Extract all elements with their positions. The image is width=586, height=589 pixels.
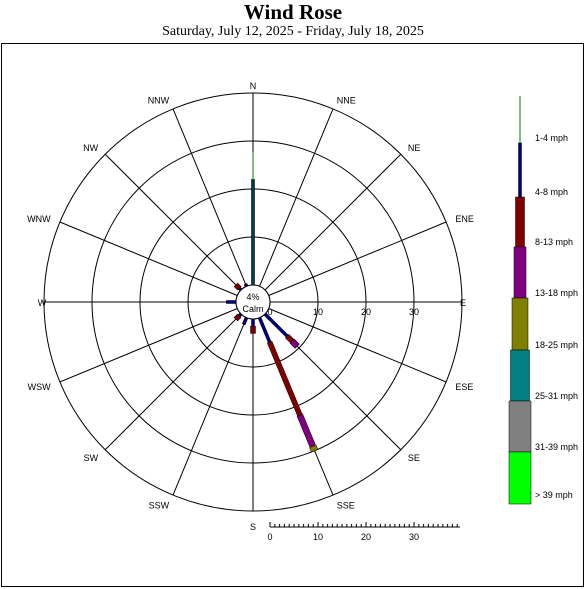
legend-label-7: > 39 mph xyxy=(535,490,573,500)
ring-label-20: 20 xyxy=(361,307,371,317)
bar-ssw-bin-1 xyxy=(242,316,249,326)
direction-label-e: E xyxy=(460,298,466,308)
bar-sse-bin-1 xyxy=(257,316,272,343)
legend-swatch-2 xyxy=(515,196,525,248)
legend-swatch-7 xyxy=(508,451,532,505)
spoke-ssw xyxy=(172,317,247,496)
bar-w-bin-1 xyxy=(226,300,237,304)
direction-label-ese: ESE xyxy=(455,382,473,392)
spoke-nnw xyxy=(172,108,247,287)
legend-label-0: 1-4 mph xyxy=(535,133,568,143)
spoke-wnw xyxy=(59,221,238,296)
direction-label-n: N xyxy=(250,81,257,91)
legend-swatch-0 xyxy=(519,96,521,143)
direction-label-ene: ENE xyxy=(455,214,474,224)
chart-subtitle: Saturday, July 12, 2025 - Friday, July 1… xyxy=(162,24,424,39)
spoke-sw xyxy=(104,313,242,451)
direction-label-s: S xyxy=(250,522,256,532)
chart-title: Wind Rose xyxy=(243,0,343,24)
bar-nw-bin-2 xyxy=(233,282,242,291)
direction-label-se: SE xyxy=(408,453,420,463)
scale-tick-label-30: 30 xyxy=(409,532,419,542)
bar-sse-bin-3 xyxy=(296,413,316,448)
direction-label-wsw: WSW xyxy=(28,382,51,392)
direction-label-sse: SSE xyxy=(337,500,355,510)
calm-label: Calm xyxy=(242,304,263,314)
chart-frame xyxy=(1,43,584,587)
ring-label-0: 0 xyxy=(267,307,272,317)
legend-label-1: 4-8 mph xyxy=(535,187,568,197)
scale-tick-label-10: 10 xyxy=(313,532,323,542)
bar-sse-bin-2 xyxy=(266,340,303,417)
scale-tick-label-20: 20 xyxy=(361,532,371,542)
calm-percent: 4% xyxy=(246,292,259,302)
direction-label-wnw: WNW xyxy=(27,214,51,224)
legend-swatch-5 xyxy=(510,349,530,402)
legend-swatch-1 xyxy=(518,142,522,198)
direction-label-nne: NNE xyxy=(337,96,356,106)
spoke-wsw xyxy=(59,308,238,383)
spoke-ese xyxy=(268,308,447,383)
direction-label-w: W xyxy=(38,298,47,308)
bar-s-bin-2 xyxy=(250,325,256,334)
legend-label-3: 13-18 mph xyxy=(535,288,578,298)
bar-se-bin-3 xyxy=(289,338,300,349)
legend-label-6: 31-39 mph xyxy=(535,442,578,452)
spoke-ene xyxy=(268,221,447,296)
legend-label-2: 8-13 mph xyxy=(535,237,573,247)
legend-swatch-3 xyxy=(513,246,527,299)
legend-swatch-4 xyxy=(511,297,529,351)
bar-s-bin-1 xyxy=(251,318,255,327)
direction-label-sw: SW xyxy=(84,453,99,463)
direction-label-ssw: SSW xyxy=(149,500,170,510)
legend-swatch-6 xyxy=(508,400,532,453)
spoke-ne xyxy=(264,153,402,291)
bar-sw-bin-2 xyxy=(233,313,242,322)
spoke-nne xyxy=(259,108,334,287)
ring-label-30: 30 xyxy=(409,307,419,317)
direction-label-ne: NE xyxy=(408,143,421,153)
bar-sse-bin-4 xyxy=(309,444,319,453)
spoke-nw xyxy=(104,153,242,291)
scale-tick-label-0: 0 xyxy=(267,532,272,542)
legend-label-5: 25-31 mph xyxy=(535,391,578,401)
direction-label-nw: NW xyxy=(83,143,98,153)
ring-label-10: 10 xyxy=(313,307,323,317)
bar-nnw-bin-1 xyxy=(243,283,249,288)
direction-label-nnw: NNW xyxy=(148,96,170,106)
legend-label-4: 18-25 mph xyxy=(535,340,578,350)
